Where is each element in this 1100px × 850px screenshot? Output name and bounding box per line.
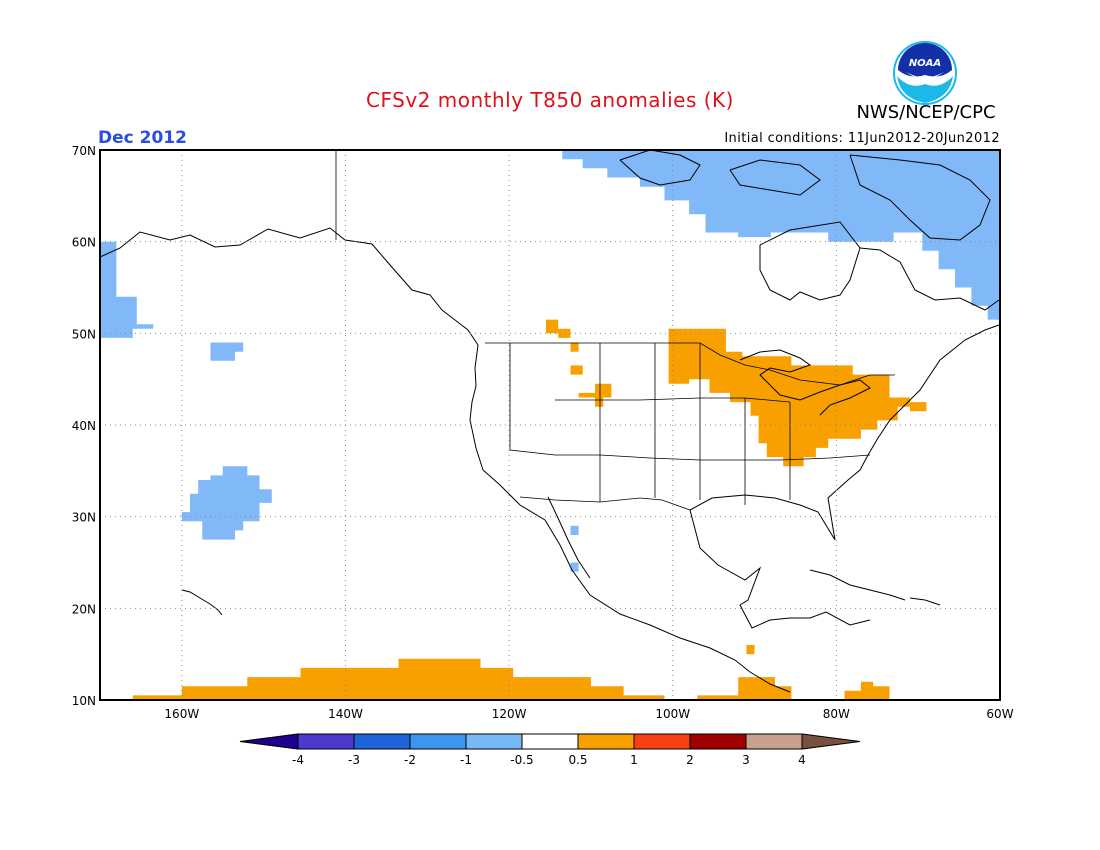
hawaii-north-cold	[181, 466, 272, 540]
lon-tick-label: 100W	[655, 707, 690, 721]
colorbar-label: -3	[348, 753, 360, 767]
lat-tick-label: 50N	[72, 327, 96, 341]
caribbean-warm	[844, 681, 890, 700]
baja-coastline	[547, 496, 591, 579]
colorbar-boxes	[239, 733, 861, 750]
anomaly-regions	[100, 150, 1000, 700]
longitude-labels: 160W 140W 120W 100W 80W 60W	[164, 707, 1013, 721]
colorbar-label: -1	[460, 753, 472, 767]
colorbar-box	[409, 733, 467, 750]
colorbar-box	[577, 733, 635, 750]
lon-tick-label: 120W	[492, 707, 527, 721]
graticule	[100, 150, 1000, 700]
colorbar-box	[633, 733, 691, 750]
pacific-small-cold	[210, 342, 244, 361]
hawaii-islands	[181, 589, 223, 616]
chart-title: CFSv2 monthly T850 anomalies (K)	[366, 88, 734, 112]
colorbar-label: 0.5	[568, 753, 587, 767]
baja-dot-cold	[570, 525, 579, 535]
colorbar-label: 1	[630, 753, 638, 767]
colorbar-box	[353, 733, 411, 750]
labrador-coastline	[859, 247, 1000, 311]
latitude-labels: 10N 20N 30N 40N 50N 60N 70N	[72, 144, 96, 708]
lon-tick-label: 140W	[328, 707, 363, 721]
political-borders	[335, 150, 895, 511]
colorbar-label: -0.5	[510, 753, 533, 767]
state-line-1	[509, 343, 871, 461]
colorbar-box	[689, 733, 747, 750]
map-frame	[99, 149, 1001, 701]
gulf-north-coastline	[689, 324, 1000, 541]
montana-warm	[545, 319, 579, 352]
alaska-coast-cold	[100, 241, 154, 338]
arctic-island-3	[849, 154, 991, 241]
new-england-warm	[910, 402, 927, 412]
colorbar-label: 4	[798, 753, 806, 767]
hispaniola-coastline	[909, 597, 941, 606]
colorbar-labels: -4 -3 -2 -1 -0.5 0.5 1 2 3 4	[292, 753, 806, 767]
colorbar-label: -4	[292, 753, 304, 767]
colorbar-arrow-right	[801, 733, 861, 750]
us-mexico-border	[519, 496, 691, 511]
alaska-coastline	[99, 227, 791, 693]
lat-tick-label: 10N	[72, 694, 96, 708]
lat-tick-label: 60N	[72, 236, 96, 250]
colorbar-box	[465, 733, 523, 750]
initial-conditions: Initial conditions: 11Jun2012-20Jun2012	[724, 131, 1000, 146]
gulf-coastline	[689, 509, 871, 629]
colorbar-box	[297, 733, 355, 750]
baja-dot2-cold	[570, 562, 579, 572]
montana-warm2	[570, 365, 583, 375]
lat-tick-label: 40N	[72, 419, 96, 433]
lon-tick-label: 60W	[986, 707, 1013, 721]
great-lakes	[739, 349, 871, 416]
arctic-island-2	[729, 159, 821, 196]
coastline	[99, 149, 1000, 693]
colorbar-label: 3	[742, 753, 750, 767]
lat-tick-label: 20N	[72, 602, 96, 616]
colorbar-label: 2	[686, 753, 694, 767]
guatemala-warm	[746, 645, 755, 655]
lon-tick-label: 160W	[164, 707, 199, 721]
colorbar-arrow-left	[239, 733, 299, 750]
us-canada-border	[485, 342, 895, 386]
colorbar-label: -2	[404, 753, 416, 767]
colorbar-box	[745, 733, 803, 750]
lon-tick-label: 80W	[823, 707, 850, 721]
tropical-pacific-warm	[132, 658, 665, 700]
wyoming-warm	[578, 383, 612, 407]
forecast-period: Dec 2012	[98, 128, 187, 148]
lat-tick-label: 70N	[72, 144, 96, 158]
hudson-coastline	[759, 221, 861, 301]
colorbar-box	[521, 733, 579, 750]
lat-tick-label: 30N	[72, 511, 96, 525]
noaa-logo-text: NOAA	[909, 58, 941, 69]
arctic-canada-cold	[562, 150, 1000, 320]
agency-label: NWS/NCEP/CPC	[856, 102, 996, 123]
cuba-coastline	[809, 569, 906, 601]
noaa-logo: NOAA	[893, 41, 957, 105]
